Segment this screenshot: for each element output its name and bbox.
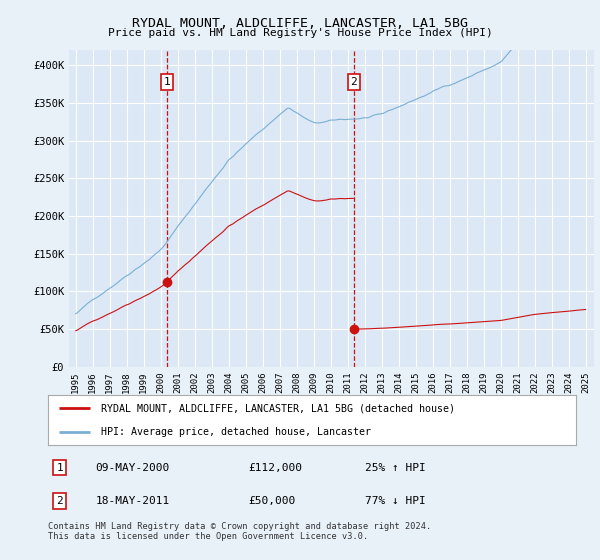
Text: RYDAL MOUNT, ALDCLIFFE, LANCASTER, LA1 5BG: RYDAL MOUNT, ALDCLIFFE, LANCASTER, LA1 5… <box>132 17 468 30</box>
Text: 77% ↓ HPI: 77% ↓ HPI <box>365 496 425 506</box>
Text: 25% ↑ HPI: 25% ↑ HPI <box>365 463 425 473</box>
Text: 18-MAY-2011: 18-MAY-2011 <box>95 496 170 506</box>
Text: Price paid vs. HM Land Registry's House Price Index (HPI): Price paid vs. HM Land Registry's House … <box>107 28 493 38</box>
Text: HPI: Average price, detached house, Lancaster: HPI: Average price, detached house, Lanc… <box>101 427 371 437</box>
Text: 1: 1 <box>164 77 170 87</box>
Text: £112,000: £112,000 <box>248 463 302 473</box>
Text: Contains HM Land Registry data © Crown copyright and database right 2024.
This d: Contains HM Land Registry data © Crown c… <box>48 522 431 542</box>
Text: 09-MAY-2000: 09-MAY-2000 <box>95 463 170 473</box>
Text: 2: 2 <box>350 77 358 87</box>
Text: 1: 1 <box>56 463 63 473</box>
Text: £50,000: £50,000 <box>248 496 296 506</box>
Text: RYDAL MOUNT, ALDCLIFFE, LANCASTER, LA1 5BG (detached house): RYDAL MOUNT, ALDCLIFFE, LANCASTER, LA1 5… <box>101 403 455 413</box>
Text: 2: 2 <box>56 496 63 506</box>
